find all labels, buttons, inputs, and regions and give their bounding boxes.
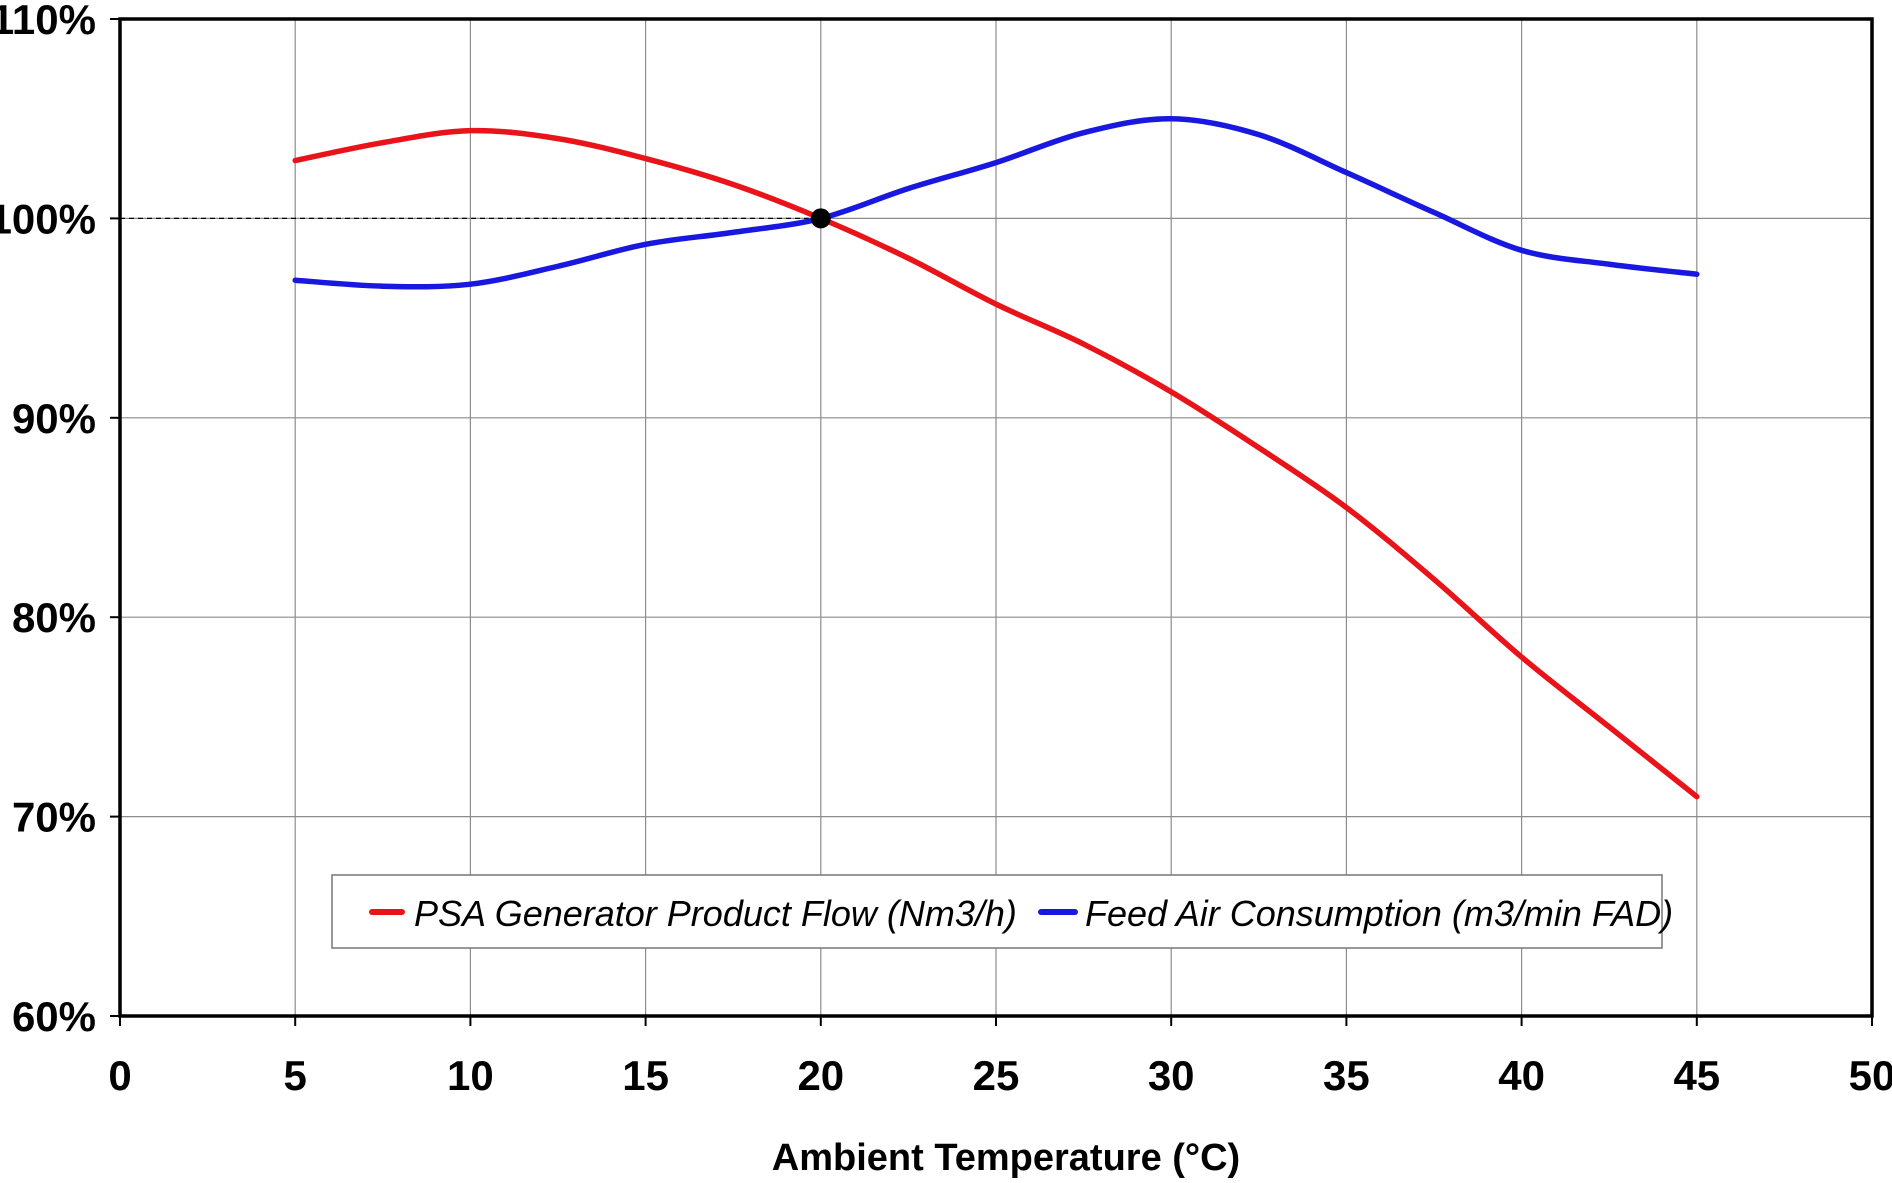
- x-tick-label: 5: [284, 1052, 307, 1099]
- x-tick-label: 25: [973, 1052, 1020, 1099]
- x-axis-title: Ambient Temperature (°C): [772, 1137, 1240, 1179]
- x-tick-label: 0: [108, 1052, 131, 1099]
- y-tick-label: 110%: [0, 0, 96, 43]
- legend-box: [331, 874, 1663, 949]
- x-tick-label: 35: [1323, 1052, 1370, 1099]
- y-tick-label: 100%: [0, 195, 96, 242]
- series-line-1: [292, 115, 1700, 290]
- y-tick-label: 90%: [12, 395, 96, 442]
- x-tick-label: 45: [1673, 1052, 1720, 1099]
- series-line-0: [292, 127, 1700, 800]
- x-tick-label: 20: [797, 1052, 844, 1099]
- legend-label-psa-flow: PSA Generator Product Flow (Nm3/h): [414, 893, 1017, 934]
- y-axis-tick-labels: 60% 70% 80% 90% 100% 110%: [0, 0, 120, 1040]
- x-tick-label: 10: [447, 1052, 494, 1099]
- y-tick-label: 80%: [12, 594, 96, 641]
- reference-point-marker: [810, 208, 831, 229]
- series-lines: [292, 115, 1700, 800]
- grid-lines: [119, 18, 1873, 1017]
- x-axis-tick-labels: 0 5 10 15 20 25 30 35 40 45 50: [108, 1016, 1892, 1099]
- x-tick-label: 40: [1498, 1052, 1545, 1099]
- x-tick-label: 50: [1849, 1052, 1892, 1099]
- y-tick-label: 70%: [12, 794, 96, 841]
- x-tick-label: 15: [622, 1052, 669, 1099]
- x-tick-label: 30: [1148, 1052, 1195, 1099]
- legend-label-feed-air: Feed Air Consumption (m3/min FAD): [1085, 893, 1673, 934]
- y-tick-label: 60%: [12, 993, 96, 1040]
- legend: PSA Generator Product Flow (Nm3/h) Feed …: [331, 874, 1673, 949]
